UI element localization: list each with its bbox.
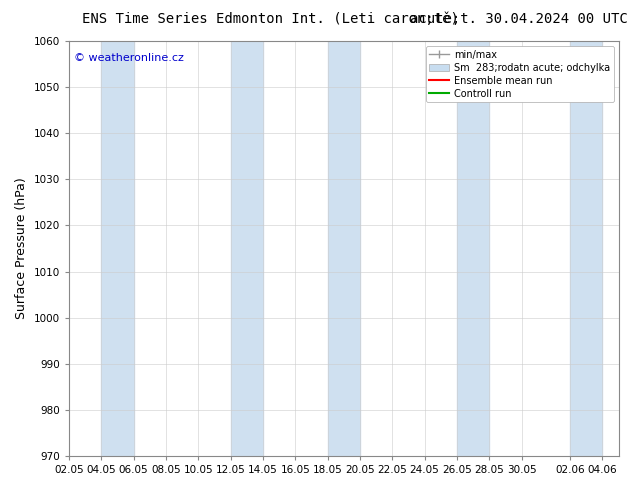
Bar (570, 41, 602, 456)
Text: acute;t. 30.04.2024 00 UTC: acute;t. 30.04.2024 00 UTC (410, 12, 628, 26)
Bar (101, 41, 134, 456)
Bar (231, 41, 263, 456)
Y-axis label: Surface Pressure (hPa): Surface Pressure (hPa) (15, 178, 28, 319)
Text: © weatheronline.cz: © weatheronline.cz (74, 53, 184, 64)
Legend: min/max, Sm  283;rodatn acute; odchylka, Ensemble mean run, Controll run: min/max, Sm 283;rodatn acute; odchylka, … (425, 46, 614, 102)
Text: ENS Time Series Edmonton Int. (Leti caron;tě): ENS Time Series Edmonton Int. (Leti caro… (82, 12, 459, 26)
Bar (328, 41, 360, 456)
Bar (457, 41, 489, 456)
